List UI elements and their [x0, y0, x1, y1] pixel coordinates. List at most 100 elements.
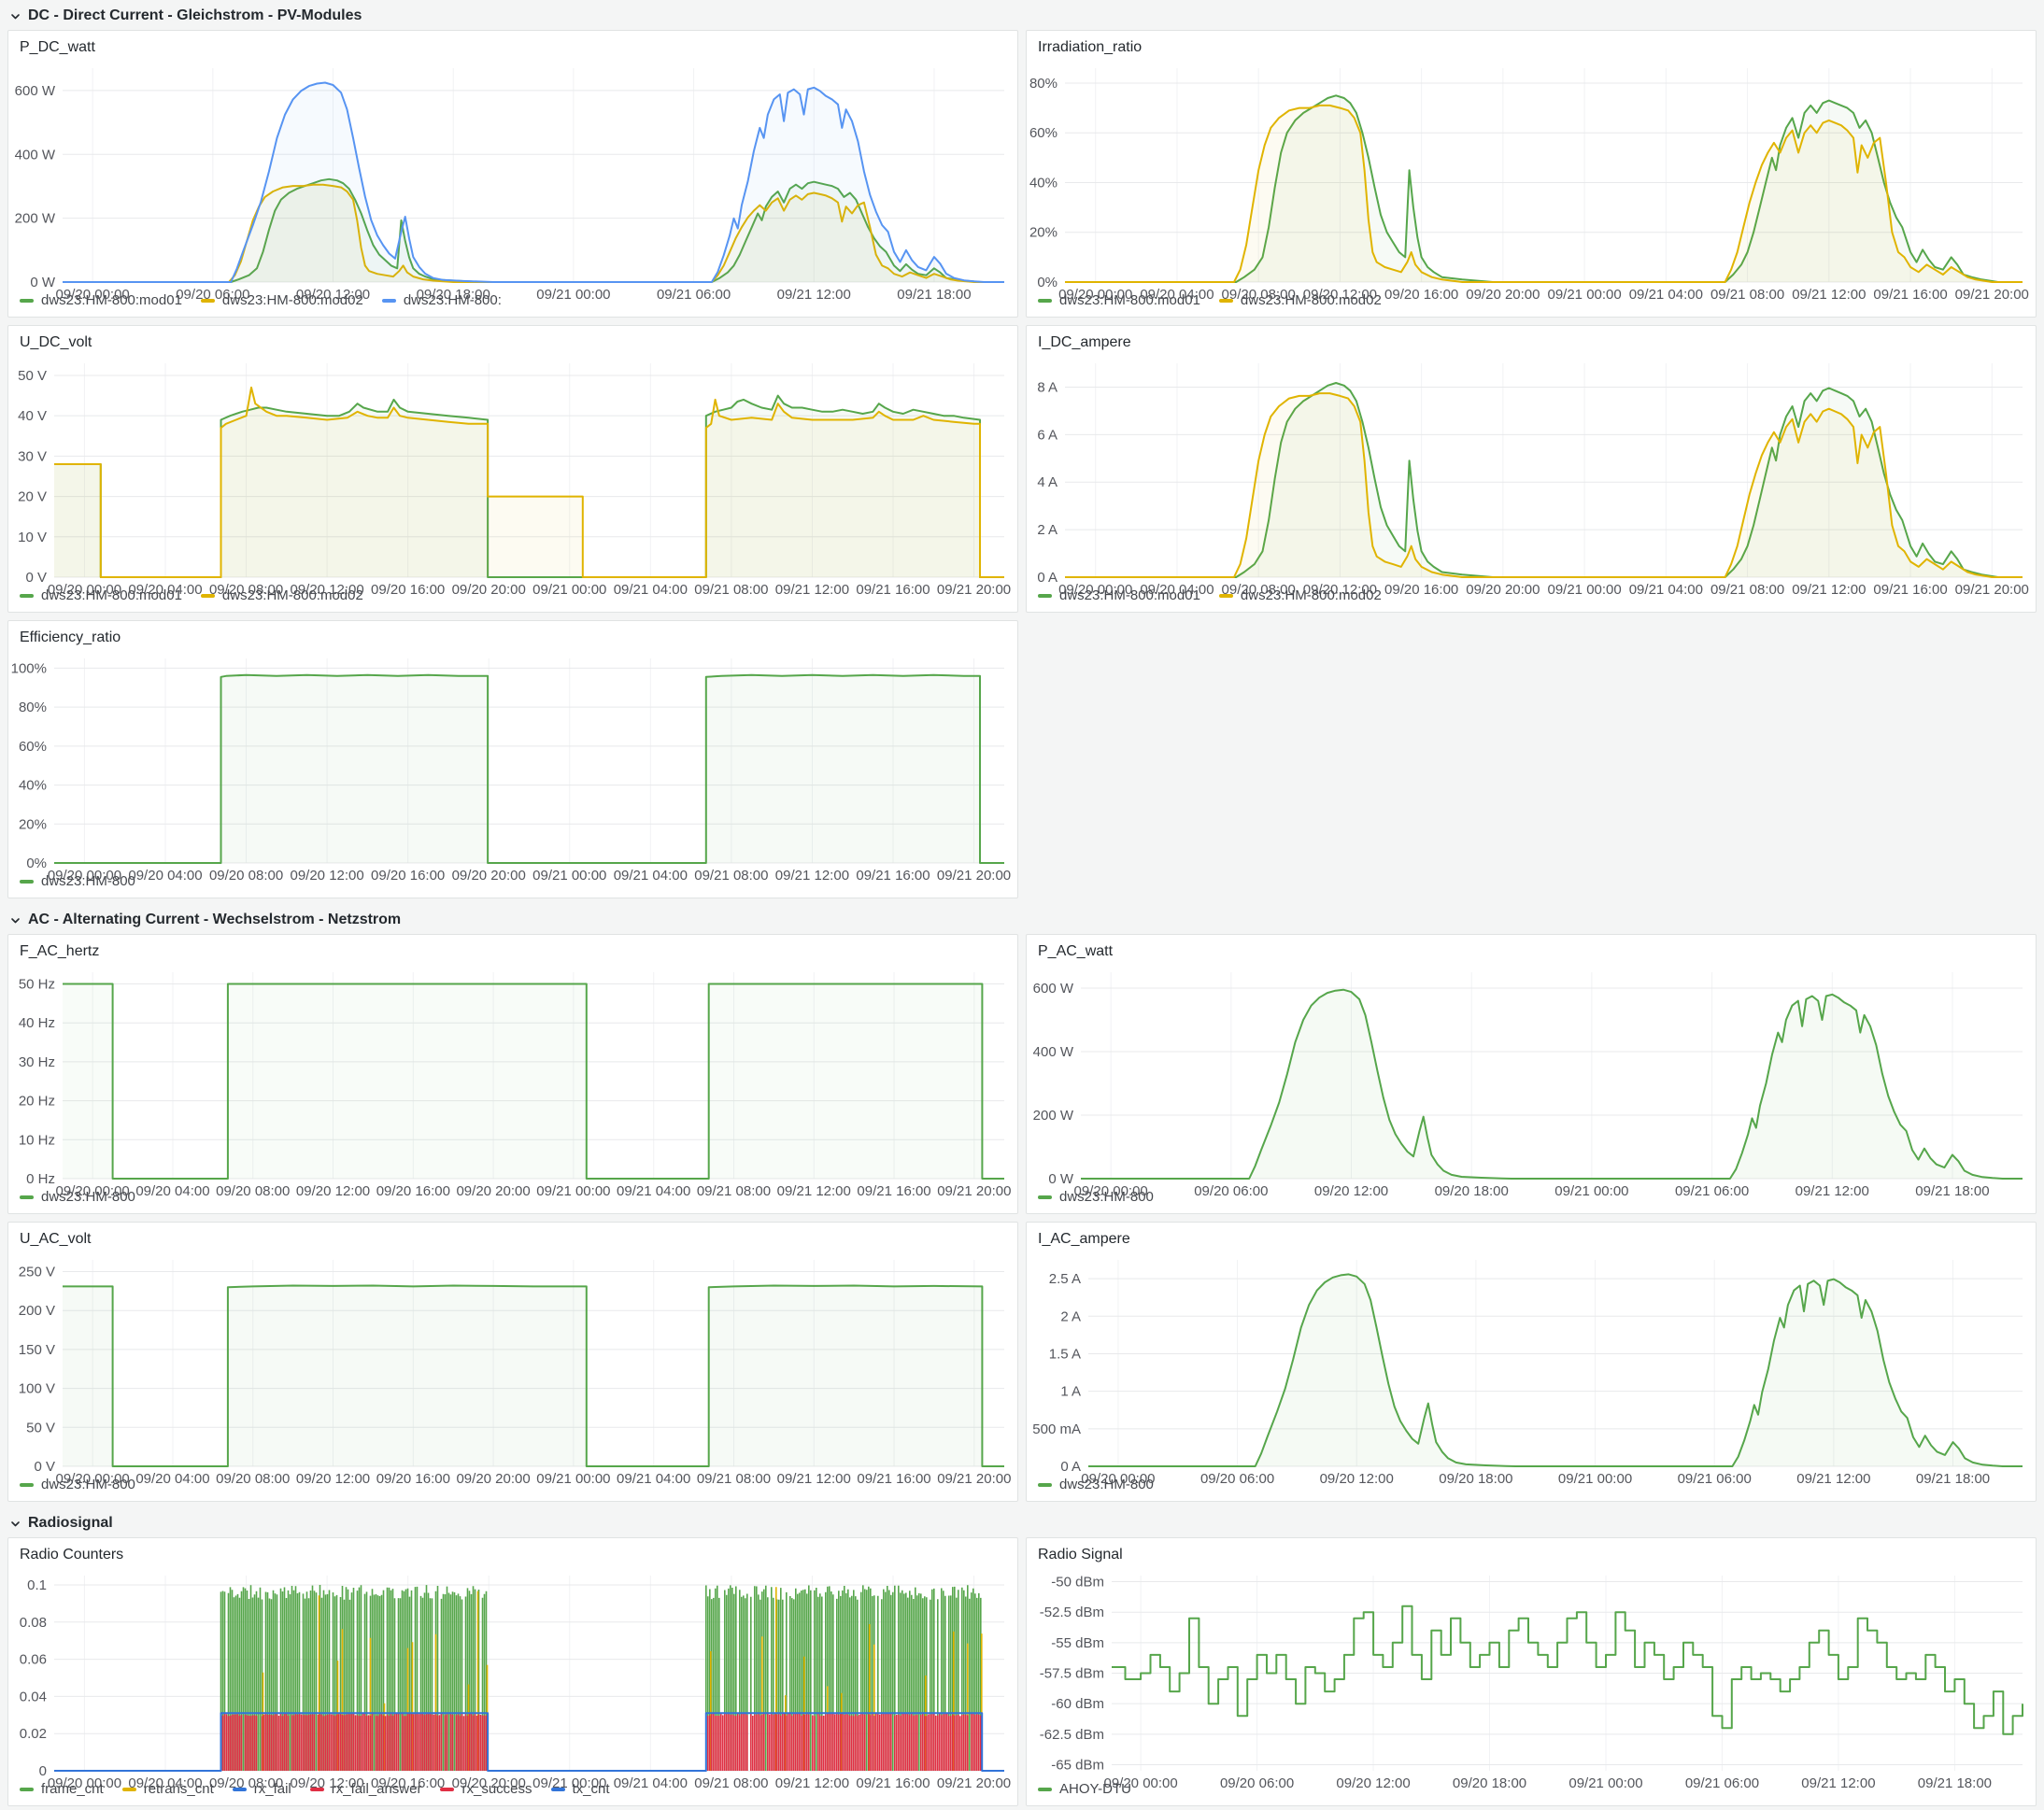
legend-item[interactable]: dws23:HM-800 — [20, 1477, 135, 1492]
svg-text:09/21 16:00: 09/21 16:00 — [1873, 582, 1947, 598]
legend-item[interactable]: AHOY-DTU — [1038, 1781, 1131, 1797]
legend-label: dws23:HM-800:mod01 — [1059, 292, 1200, 308]
svg-text:2 A: 2 A — [1037, 522, 1057, 538]
svg-text:40 Hz: 40 Hz — [19, 1015, 55, 1031]
svg-text:-50 dBm: -50 dBm — [1051, 1575, 1104, 1591]
svg-text:09/20 12:00: 09/20 12:00 — [1320, 1471, 1394, 1487]
svg-text:09/20 00:00: 09/20 00:00 — [48, 582, 121, 598]
legend-item[interactable]: dws23:HM-800:mod01 — [1038, 587, 1200, 603]
svg-text:10 Hz: 10 Hz — [19, 1132, 55, 1148]
svg-text:2 A: 2 A — [1060, 1308, 1081, 1324]
svg-text:09/20 16:00: 09/20 16:00 — [376, 1183, 450, 1199]
svg-text:09/21 16:00: 09/21 16:00 — [857, 1471, 930, 1487]
panel-radio-counters: Radio Counters 09/20 00:00 09/20 04:00 09/… — [7, 1537, 1018, 1806]
panel-title-efficiency-ratio[interactable]: Efficiency_ratio — [8, 621, 1017, 649]
legend-swatch — [1038, 593, 1052, 598]
svg-text:09/20 20:00: 09/20 20:00 — [452, 868, 526, 884]
legend-item[interactable]: dws23:HM-800 — [1038, 1189, 1154, 1205]
chart-irradiation-ratio[interactable]: 09/20 00:00 09/20 04:00 09/20 08:00 09/20 1… — [1027, 59, 2036, 303]
legend-item[interactable]: rx_fail — [232, 1781, 291, 1797]
panel-title-radio-signal[interactable]: Radio Signal — [1027, 1538, 2036, 1566]
panel-u-ac-volt: U_AC_volt 09/20 00:00 09/20 04:00 09/20 08… — [7, 1222, 1018, 1502]
legend-label: dws23:HM-800:mod01 — [41, 292, 182, 308]
chart-i-dc-ampere[interactable]: 09/20 00:00 09/20 04:00 09/20 08:00 09/20 1… — [1027, 354, 2036, 598]
svg-text:09/21 20:00: 09/21 20:00 — [1955, 582, 2029, 598]
legend-u-dc-volt: dws23:HM-800:mod01 dws23:HM-800:mod02 — [8, 586, 1017, 612]
panel-i-ac-ampere: I_AC_ampere 09/20 00:00 09/20 06:00 09/20 … — [1026, 1222, 2037, 1502]
section-header-radiosignal[interactable]: Radiosignal — [0, 1509, 2044, 1537]
chart-p-ac-watt[interactable]: 09/20 00:00 09/20 06:00 09/20 12:00 09/20 1… — [1027, 963, 2036, 1199]
chart-canvas: 09/20 00:00 09/20 04:00 09/20 08:00 09/20 1… — [20, 1576, 1011, 1791]
panel-u-dc-volt: U_DC_volt 09/20 00:00 09/20 04:00 09/20 08… — [7, 325, 1018, 613]
panel-title-p-ac-watt[interactable]: P_AC_watt — [1027, 935, 2036, 963]
legend-item[interactable]: dws23:HM-800:mod01 — [20, 587, 182, 603]
chart-canvas: 09/20 00:00 09/20 06:00 09/20 12:00 09/20 1… — [1032, 1260, 2023, 1487]
chart-f-ac-hertz[interactable]: 09/20 00:00 09/20 04:00 09/20 08:00 09/20 1… — [8, 963, 1017, 1199]
legend-item[interactable]: dws23:HM-800 — [20, 873, 135, 889]
panel-title-u-ac-volt[interactable]: U_AC_volt — [8, 1223, 1017, 1251]
svg-text:4 A: 4 A — [1037, 474, 1057, 490]
panel-title-p-dc-watt[interactable]: P_DC_watt — [8, 31, 1017, 59]
svg-text:09/21 04:00: 09/21 04:00 — [617, 1471, 690, 1487]
legend-item[interactable]: rx_success — [440, 1781, 532, 1797]
row-radio: Radio Counters 09/20 00:00 09/20 04:00 09/… — [0, 1537, 2044, 1806]
section-header-dc[interactable]: DC - Direct Current - Gleichstrom - PV-M… — [0, 2, 2044, 30]
chart-efficiency-ratio[interactable]: 09/20 00:00 09/20 04:00 09/20 08:00 09/20 1… — [8, 649, 1017, 884]
panel-i-dc-ampere: I_DC_ampere 09/20 00:00 09/20 04:00 09/20 … — [1026, 325, 2037, 613]
legend-item[interactable]: rx_fail_answer — [309, 1781, 421, 1797]
svg-text:0%: 0% — [26, 856, 47, 871]
chart-u-dc-volt[interactable]: 09/20 00:00 09/20 04:00 09/20 08:00 09/20 1… — [8, 354, 1017, 598]
svg-text:40%: 40% — [19, 778, 47, 794]
svg-text:09/21 20:00: 09/21 20:00 — [1955, 287, 2029, 303]
panel-irradiation-ratio: Irradiation_ratio 09/20 00:00 09/20 04:00… — [1026, 30, 2037, 318]
chevron-down-icon — [9, 1518, 21, 1530]
panel-title-u-dc-volt[interactable]: U_DC_volt — [8, 326, 1017, 354]
legend-radio-signal: AHOY-DTU — [1027, 1779, 2036, 1805]
svg-text:40 V: 40 V — [18, 408, 47, 424]
legend-item[interactable]: dws23:HM-800:mod02 — [200, 587, 363, 603]
chart-canvas: 09/20 00:00 09/20 04:00 09/20 08:00 09/20 1… — [18, 363, 1011, 598]
legend-item[interactable]: dws23:HM-800: — [381, 292, 502, 308]
svg-text:60%: 60% — [1029, 125, 1057, 141]
svg-text:1.5 A: 1.5 A — [1049, 1346, 1081, 1362]
chart-i-ac-ampere[interactable]: 09/20 00:00 09/20 06:00 09/20 12:00 09/20 1… — [1027, 1251, 2036, 1487]
legend-item[interactable]: dws23:HM-800:mod01 — [20, 292, 182, 308]
svg-text:09/20 18:00: 09/20 18:00 — [1435, 1183, 1509, 1199]
legend-item[interactable]: dws23:HM-800 — [1038, 1477, 1154, 1492]
svg-text:0.1: 0.1 — [27, 1577, 47, 1593]
svg-text:09/20 12:00: 09/20 12:00 — [1303, 582, 1377, 598]
legend-item[interactable]: dws23:HM-800:mod02 — [1218, 587, 1382, 603]
chart-u-ac-volt[interactable]: 09/20 00:00 09/20 04:00 09/20 08:00 09/20 1… — [8, 1251, 1017, 1487]
svg-text:09/21 08:00: 09/21 08:00 — [1710, 582, 1784, 598]
legend-item[interactable]: frame_cnt — [20, 1781, 104, 1797]
svg-text:09/21 04:00: 09/21 04:00 — [614, 582, 688, 598]
svg-text:09/21 12:00: 09/21 12:00 — [1792, 287, 1866, 303]
section-header-ac[interactable]: AC - Alternating Current - Wechselstrom … — [0, 906, 2044, 934]
svg-text:09/21 00:00: 09/21 00:00 — [532, 1775, 606, 1791]
svg-text:09/21 00:00: 09/21 00:00 — [1547, 287, 1621, 303]
svg-text:09/21 12:00: 09/21 12:00 — [1801, 1775, 1875, 1791]
panel-title-i-dc-ampere[interactable]: I_DC_ampere — [1027, 326, 2036, 354]
svg-text:1 A: 1 A — [1060, 1384, 1081, 1400]
legend-item[interactable]: dws23:HM-800:mod01 — [1038, 292, 1200, 308]
svg-text:09/20 06:00: 09/20 06:00 — [1194, 1183, 1268, 1199]
legend-item[interactable]: retrans_cnt — [121, 1781, 214, 1797]
svg-text:09/21 00:00: 09/21 00:00 — [1547, 582, 1621, 598]
legend-item[interactable]: dws23:HM-800:mod02 — [1218, 292, 1382, 308]
panel-title-i-ac-ampere[interactable]: I_AC_ampere — [1027, 1223, 2036, 1251]
panel-title-f-ac-hertz[interactable]: F_AC_hertz — [8, 935, 1017, 963]
legend-item[interactable]: dws23:HM-800 — [20, 1189, 135, 1205]
legend-label: dws23:HM-800 — [1059, 1477, 1154, 1492]
svg-text:09/20 08:00: 09/20 08:00 — [1222, 287, 1296, 303]
legend-item[interactable]: tx_cnt — [550, 1781, 610, 1797]
chart-radio-counters[interactable]: 09/20 00:00 09/20 04:00 09/20 08:00 09/20 1… — [8, 1566, 1017, 1791]
chart-radio-signal[interactable]: 09/20 00:00 09/20 06:00 09/20 12:00 09/20 1… — [1027, 1566, 2036, 1791]
chart-p-dc-watt[interactable]: 09/20 00:00 09/20 06:00 09/20 12:00 09/20 1… — [8, 59, 1017, 303]
svg-text:09/21 00:00: 09/21 00:00 — [1558, 1471, 1632, 1487]
legend-item[interactable]: dws23:HM-800:mod02 — [200, 292, 363, 308]
panel-title-irradiation-ratio[interactable]: Irradiation_ratio — [1027, 31, 2036, 59]
svg-text:09/21 00:00: 09/21 00:00 — [532, 582, 606, 598]
svg-text:80%: 80% — [1029, 76, 1057, 92]
panel-title-radio-counters[interactable]: Radio Counters — [8, 1538, 1017, 1566]
svg-text:09/21 04:00: 09/21 04:00 — [614, 868, 688, 884]
